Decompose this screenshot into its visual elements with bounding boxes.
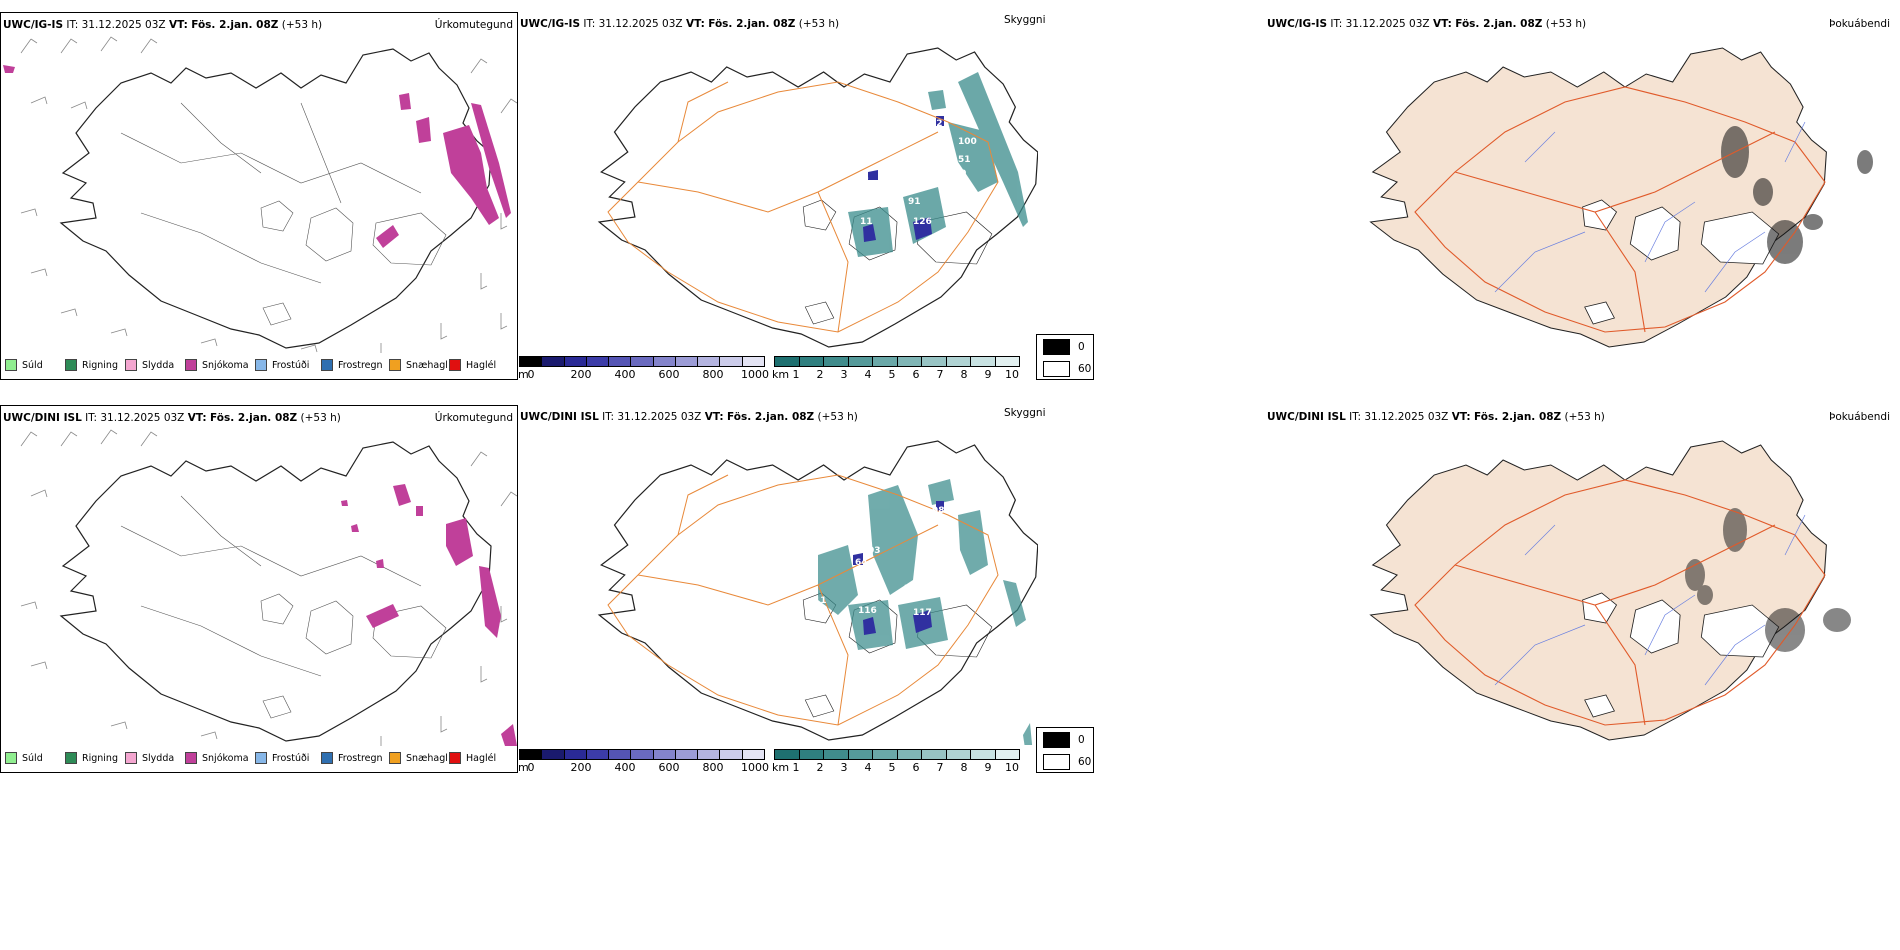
fog-legend: 0 60 [1036, 727, 1094, 773]
visibility-map: 92 100 51 69 47 14 11 91 126 8 [598, 47, 1038, 348]
legend-item: Rigning [65, 359, 125, 371]
ceiling-label: 126 [913, 217, 932, 227]
panel-title: Þokuábendi [1829, 411, 1890, 423]
ceiling-label: 91 [908, 197, 921, 207]
ceiling-label: 98 [932, 506, 945, 516]
snow-areas [3, 65, 511, 248]
visibility-panel-row1: UWC/IG-IS IT: 31.12.2025 03Z VT: Fös. 2.… [518, 12, 1094, 382]
panel-title: Úrkomutegund [434, 19, 513, 31]
legend-item: Rigning [65, 752, 125, 764]
valid-label: VT: [168, 19, 188, 31]
legend-swatch [389, 359, 401, 371]
legend-item: Haglél [449, 359, 509, 371]
precip-map [3, 36, 517, 353]
legend-item: Súld [5, 752, 65, 764]
ceiling-label: 92 [930, 119, 943, 129]
legend-item: Frostregn [321, 359, 389, 371]
legend-item: Snæhagl [389, 359, 449, 371]
legend-item: Haglél [449, 752, 509, 764]
legend-swatch [321, 359, 333, 371]
legend-item: Frostúði [255, 359, 321, 371]
ceiling-label: 100 [958, 137, 977, 147]
ceiling-label: 11 [860, 217, 873, 227]
precip-legend: Súld Rigning Slydda Snjókoma Frostúði Fr… [5, 359, 509, 371]
panel-title: Úrkomutegund [434, 412, 513, 424]
ceiling-label: 47 [836, 205, 849, 215]
legend-item: Slydda [125, 359, 185, 371]
panel-header: UWC/DINI ISL IT: 31.12.2025 03Z VT: Fös.… [1267, 411, 1605, 423]
visibility-colorbar: km 1 2 3 4 5 6 7 8 9 10 [772, 749, 1020, 775]
legend-item: Frostregn [321, 752, 389, 764]
ceiling-label: 11 [814, 596, 827, 606]
panel-header: UWC/IG-IS IT: 31.12.2025 03Z VT: Fös. 2.… [3, 19, 322, 31]
ceiling-label: 51 [958, 155, 971, 165]
legend-item: Slydda [125, 752, 185, 764]
ceiling-label: 22 [904, 584, 917, 594]
valid-time: Fös. 2.jan. 08Z [191, 19, 279, 31]
panel-header: UWC/DINI ISL IT: 31.12.2025 03Z VT: Fös.… [3, 412, 341, 424]
legend-swatch [65, 359, 77, 371]
panel-title: Þokuábendi [1829, 18, 1890, 30]
legend-item: Snæhagl [389, 752, 449, 764]
precip-panel-row1: UWC/IG-IS IT: 31.12.2025 03Z VT: Fös. 2.… [0, 12, 518, 380]
legend-swatch [255, 359, 267, 371]
panel-header: UWC/IG-IS IT: 31.12.2025 03Z VT: Fös. 2.… [520, 18, 840, 30]
ceiling-label: 117 [913, 608, 932, 618]
ceiling-label: 64 [855, 558, 868, 568]
legend-swatch [5, 359, 17, 371]
visibility-map: 98 03 64 22 11 116 117 [598, 440, 1038, 745]
fog-panel-row1: UWC/IG-IS IT: 31.12.2025 03Z VT: Fös. 2.… [1265, 12, 1900, 380]
ceiling-colorbar: m 0 200 400 600 800 1000 [518, 749, 769, 775]
legend-item: Snjókoma [185, 359, 255, 371]
legend-item: Frostúði [255, 752, 321, 764]
ceiling-label: 116 [858, 606, 877, 616]
ceiling-label: 03 [868, 546, 881, 556]
legend-swatch [125, 359, 137, 371]
ceiling-bar-boxes [519, 356, 765, 367]
ceiling-colorbar: m 0 200 400 600 800 1000 [518, 356, 769, 382]
panel-title: Skyggni [1004, 407, 1046, 419]
panel-header: UWC/IG-IS IT: 31.12.2025 03Z VT: Fös. 2.… [1267, 18, 1587, 30]
issue-time: IT: 31.12.2025 03Z [66, 19, 166, 31]
model-name: UWC/IG-IS [3, 19, 64, 31]
panel-title: Skyggni [1004, 14, 1046, 26]
roads [607, 81, 999, 333]
legend-swatch [185, 359, 197, 371]
precip-panel-row2: UWC/DINI ISL IT: 31.12.2025 03Z VT: Fös.… [0, 405, 518, 773]
ceiling-label: 69 [954, 169, 967, 179]
fog-legend: 0 60 [1036, 334, 1094, 380]
lead-time: (+53 h) [281, 19, 323, 31]
visibility-panel-row2: UWC/DINI ISL IT: 31.12.2025 03Z VT: Fös.… [518, 405, 1094, 775]
precip-legend: Súld Rigning Slydda Snjókoma Frostúði Fr… [5, 752, 509, 764]
legend-swatch [449, 359, 461, 371]
precip-map [20, 429, 517, 746]
panel-header: UWC/DINI ISL IT: 31.12.2025 03Z VT: Fös.… [520, 411, 858, 423]
fog-map [1370, 47, 1873, 348]
ceiling-label: 8 [780, 117, 786, 127]
fog-panel-row2: UWC/DINI ISL IT: 31.12.2025 03Z VT: Fös.… [1265, 405, 1900, 773]
fog-map [1370, 440, 1851, 741]
visibility-colorbar: km 1 2 3 4 5 6 7 8 9 10 [772, 356, 1020, 382]
legend-item: Súld [5, 359, 65, 371]
visibility-bar-boxes [774, 356, 1020, 367]
ceiling-label: 14 [856, 173, 869, 183]
legend-item: Snjókoma [185, 752, 255, 764]
